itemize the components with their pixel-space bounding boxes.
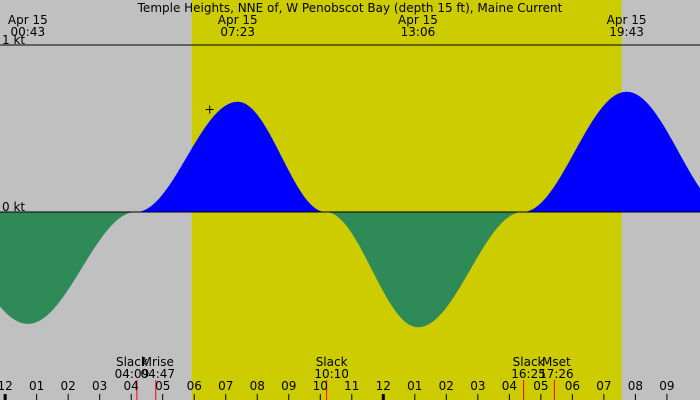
hour-tick-label-5: 04 xyxy=(124,379,139,393)
hour-tick-label-3: 02 xyxy=(61,379,76,393)
extremum-time-label-0: 00:43 xyxy=(11,25,46,39)
hour-tick-label-13: 12 xyxy=(376,379,391,393)
extremum-date-label-0: Apr 15 xyxy=(8,13,48,27)
slack-time-label-2: 16:25 xyxy=(511,367,546,381)
hour-tick-label-18: 05 xyxy=(533,379,548,393)
hour-tick-label-7: 06 xyxy=(187,379,202,393)
slack-label-2: Slack xyxy=(513,355,545,369)
slack-label-0: Slack xyxy=(116,355,148,369)
extremum-date-label-1: Apr 15 xyxy=(218,13,258,27)
hour-tick-label-8: 07 xyxy=(218,379,233,393)
hour-tick-label-19: 06 xyxy=(565,379,580,393)
ebb-area-2 xyxy=(326,212,522,328)
hour-tick-label-21: 08 xyxy=(628,379,643,393)
slack-time-label-1: 10:10 xyxy=(314,367,349,381)
flood-area-3 xyxy=(523,91,700,212)
hour-tick-label-2: 01 xyxy=(29,379,44,393)
moon-event-label-0: Mrise xyxy=(142,355,174,369)
hour-tick-label-6: 05 xyxy=(155,379,170,393)
peak-marker xyxy=(205,105,214,114)
current-area-layer xyxy=(0,91,700,328)
slack-time-label-0: 04:09 xyxy=(115,367,150,381)
hour-tick-label-17: 04 xyxy=(502,379,517,393)
moon-event-time-label-1: 17:26 xyxy=(539,367,574,381)
hour-tick-label-12: 11 xyxy=(344,379,359,393)
hour-tick-label-20: 07 xyxy=(596,379,611,393)
extremum-date-label-2: Apr 15 xyxy=(398,13,438,27)
hour-tick-label-14: 01 xyxy=(407,379,422,393)
hour-tick-label-16: 03 xyxy=(470,379,485,393)
moon-event-time-label-0: 04:47 xyxy=(140,367,175,381)
hour-tick-label-11: 10 xyxy=(313,379,328,393)
y-tick-label-0: 1 kt xyxy=(2,33,25,47)
extremum-time-label-2: 13:06 xyxy=(401,25,436,39)
axis-layer xyxy=(0,44,700,400)
extremum-date-label-3: Apr 15 xyxy=(607,13,647,27)
extremum-time-label-3: 19:43 xyxy=(609,25,644,39)
moon-event-label-1: Mset xyxy=(542,355,571,369)
chart-title: Temple Heights, NNE of, W Penobscot Bay … xyxy=(137,1,563,15)
slack-label-1: Slack xyxy=(316,355,348,369)
y-tick-label-1: 0 kt xyxy=(2,200,25,214)
hour-tick-label-4: 03 xyxy=(92,379,107,393)
hour-tick-label-15: 02 xyxy=(439,379,454,393)
ebb-area-0 xyxy=(0,212,135,324)
flood-area-1 xyxy=(136,101,325,212)
extremum-time-label-1: 07:23 xyxy=(220,25,255,39)
hour-tick-label-9: 08 xyxy=(250,379,265,393)
hour-tick-label-10: 09 xyxy=(281,379,296,393)
hour-tick-label-1: 12 xyxy=(0,379,13,393)
hour-tick-label-22: 09 xyxy=(659,379,674,393)
